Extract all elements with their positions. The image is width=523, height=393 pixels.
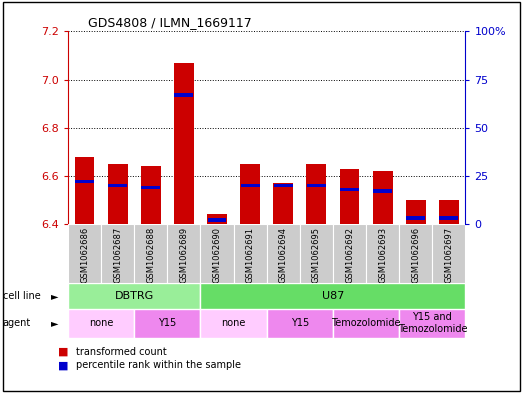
Text: none: none (221, 318, 246, 328)
Text: percentile rank within the sample: percentile rank within the sample (76, 360, 241, 371)
Bar (108, 164, 128, 224)
Text: GSM1062695: GSM1062695 (312, 227, 321, 283)
Text: cell line: cell line (3, 291, 40, 301)
Bar (399, 224, 433, 283)
Bar (75, 180, 94, 184)
Bar (339, 169, 359, 224)
Text: GSM1062688: GSM1062688 (146, 227, 155, 283)
Bar (68, 283, 200, 309)
Bar (439, 200, 459, 224)
Bar (439, 217, 458, 220)
Bar (373, 189, 392, 193)
Bar (274, 183, 293, 224)
Bar (134, 224, 167, 283)
Text: GDS4808 / ILMN_1669117: GDS4808 / ILMN_1669117 (88, 16, 252, 29)
Text: ►: ► (51, 291, 59, 301)
Bar (267, 224, 300, 283)
Bar (175, 93, 194, 97)
Bar (108, 184, 127, 187)
Bar (68, 224, 101, 283)
Text: none: none (89, 318, 113, 328)
Bar (340, 187, 359, 191)
Bar (241, 184, 259, 187)
Bar (200, 309, 267, 338)
Bar (333, 224, 366, 283)
Text: DBTRG: DBTRG (115, 291, 154, 301)
Text: GSM1062697: GSM1062697 (445, 227, 453, 283)
Text: GSM1062692: GSM1062692 (345, 227, 354, 283)
Text: Y15: Y15 (291, 318, 309, 328)
Bar (141, 185, 160, 189)
Text: GSM1062694: GSM1062694 (279, 227, 288, 283)
Text: GSM1062696: GSM1062696 (411, 227, 420, 283)
Text: GSM1062689: GSM1062689 (179, 227, 188, 283)
Text: Y15: Y15 (158, 318, 176, 328)
Text: ■: ■ (58, 360, 68, 371)
Bar (141, 166, 161, 224)
Text: GSM1062693: GSM1062693 (378, 227, 387, 283)
Bar (167, 224, 200, 283)
Text: U87: U87 (322, 291, 344, 301)
Bar (333, 309, 399, 338)
Text: Temozolomide: Temozolomide (332, 318, 401, 328)
Bar (174, 63, 194, 224)
Text: Y15 and
Temozolomide: Y15 and Temozolomide (397, 312, 467, 334)
Text: transformed count: transformed count (76, 347, 167, 357)
Bar (68, 309, 134, 338)
Text: GSM1062691: GSM1062691 (246, 227, 255, 283)
Bar (300, 224, 333, 283)
Bar (274, 184, 293, 187)
Bar (75, 157, 95, 224)
Text: ►: ► (51, 318, 59, 328)
Text: ■: ■ (58, 347, 68, 357)
Bar (399, 309, 465, 338)
Bar (208, 219, 226, 222)
Bar (406, 200, 426, 224)
Bar (240, 164, 260, 224)
Bar (406, 217, 425, 220)
Bar (200, 283, 465, 309)
Text: GSM1062686: GSM1062686 (80, 227, 89, 283)
Bar (207, 214, 227, 224)
Text: agent: agent (3, 318, 31, 328)
Bar (200, 224, 234, 283)
Bar (134, 309, 200, 338)
Bar (433, 224, 465, 283)
Text: GSM1062690: GSM1062690 (212, 227, 222, 283)
Bar (267, 309, 333, 338)
Text: GSM1062687: GSM1062687 (113, 227, 122, 283)
Bar (307, 184, 326, 187)
Bar (373, 171, 393, 224)
Bar (101, 224, 134, 283)
Bar (366, 224, 399, 283)
Bar (306, 164, 326, 224)
Bar (234, 224, 267, 283)
